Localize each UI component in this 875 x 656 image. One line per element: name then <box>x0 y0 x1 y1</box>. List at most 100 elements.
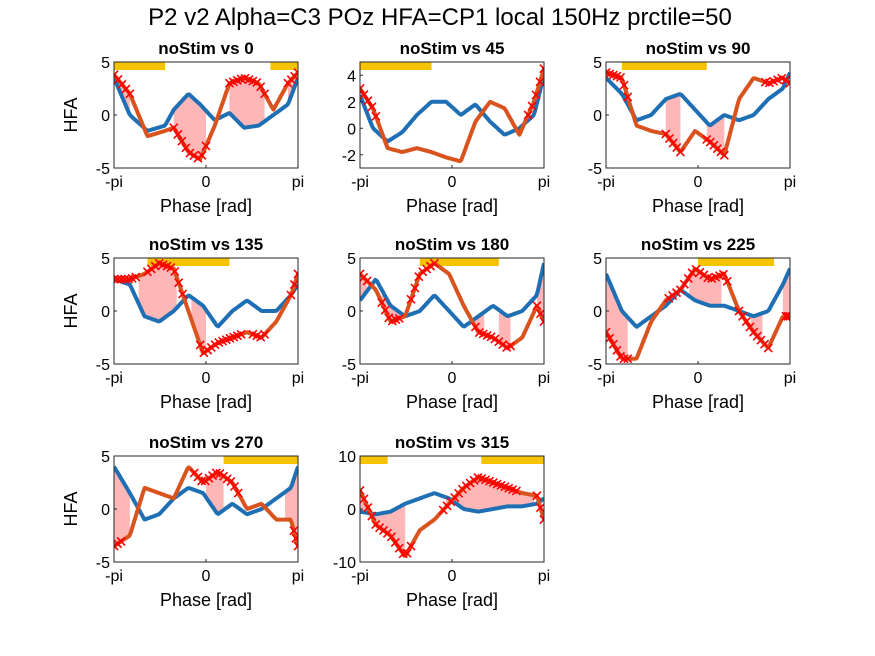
sig-marker <box>377 297 387 308</box>
x-tick-label: -pi <box>597 370 615 387</box>
subplot-1: -pi 0 pi -5 0 5 noStim vs 0 Phase [rad] HFA <box>61 39 304 216</box>
significance-bar <box>270 62 298 70</box>
y-tick-label: 5 <box>593 251 602 268</box>
y-axis-label: HFA <box>61 491 81 526</box>
subplot-3: -pi 0 pi -5 0 5 noStim vs 90 Phase [rad] <box>588 39 796 216</box>
sig-marker <box>226 476 236 487</box>
sig-marker <box>410 283 420 293</box>
x-tick-label: pi <box>538 370 550 387</box>
axes-box <box>113 455 299 563</box>
sig-marker <box>608 339 618 349</box>
sig-marker <box>675 285 685 295</box>
x-axis-label: Phase [rad] <box>406 392 498 412</box>
y-tick-label: 2 <box>347 95 356 112</box>
sig-marker <box>532 301 542 311</box>
sig-marker <box>738 311 748 321</box>
sig-marker <box>363 96 373 106</box>
sig-marker <box>173 129 183 139</box>
sig-marker <box>193 153 203 163</box>
series-line-1 <box>114 277 298 329</box>
subplot-title: noStim vs 315 <box>395 433 509 452</box>
sig-marker <box>523 110 533 120</box>
sig-marker <box>745 322 755 332</box>
significance-bar <box>481 456 544 464</box>
subplot-title: noStim vs 0 <box>158 39 253 58</box>
x-axis-label: Phase [rad] <box>160 590 252 610</box>
y-tick-label: 10 <box>338 449 356 466</box>
sig-marker <box>197 476 207 486</box>
y-tick-label: 5 <box>101 251 110 268</box>
x-tick-label: -pi <box>351 568 369 585</box>
x-tick-label: 0 <box>202 174 211 191</box>
sig-marker <box>535 77 544 87</box>
sig-marker <box>781 311 790 321</box>
x-tick-label: -pi <box>597 174 615 191</box>
sig-marker <box>362 276 372 286</box>
sig-marker <box>181 143 191 153</box>
series-line-2 <box>606 70 790 157</box>
x-tick-label: 0 <box>202 568 211 585</box>
significance-bar <box>147 258 230 266</box>
sig-marker <box>722 276 732 286</box>
x-tick-label: 0 <box>448 568 457 585</box>
x-tick-label: -pi <box>351 174 369 191</box>
sig-marker <box>535 503 544 513</box>
x-tick-label: 0 <box>448 370 457 387</box>
sig-marker <box>406 541 416 551</box>
sig-marker <box>535 309 544 319</box>
sig-marker <box>260 329 270 339</box>
x-axis-label: Phase [rad] <box>406 590 498 610</box>
subplot-title: noStim vs 270 <box>149 433 263 452</box>
x-axis-label: Phase [rad] <box>406 196 498 216</box>
y-tick-label: -5 <box>96 555 110 572</box>
shaded-region <box>782 268 790 317</box>
sig-marker <box>360 494 369 504</box>
sig-marker <box>371 111 381 121</box>
sig-marker <box>178 289 188 299</box>
y-tick-label: 5 <box>593 55 602 72</box>
sig-marker <box>289 279 298 290</box>
subplot-5: -pi 0 pi -5 0 5 noStim vs 180 Phase [rad] <box>342 235 550 412</box>
subplot-title: noStim vs 225 <box>641 235 755 254</box>
sig-marker <box>201 141 211 151</box>
x-tick-label: -pi <box>105 370 123 387</box>
x-tick-label: pi <box>292 370 304 387</box>
sig-marker <box>185 148 195 158</box>
series-line-1 <box>606 267 790 329</box>
sig-marker <box>131 272 141 282</box>
sig-marker <box>531 90 541 100</box>
sig-marker <box>256 82 266 92</box>
sig-marker <box>260 89 270 99</box>
sig-marker <box>675 147 685 157</box>
sig-marker <box>532 491 542 501</box>
sig-marker <box>718 269 728 279</box>
significance-bar <box>419 258 499 266</box>
sig-marker <box>506 341 516 351</box>
significance-bar <box>698 258 775 266</box>
shaded-region <box>173 94 206 160</box>
sig-marker <box>233 488 243 498</box>
sig-marker <box>229 481 240 492</box>
x-tick-label: 0 <box>694 370 703 387</box>
y-tick-label: 0 <box>347 502 356 519</box>
sig-marker <box>429 258 439 268</box>
subplot-title: noStim vs 180 <box>395 235 509 254</box>
sig-marker <box>783 311 790 321</box>
sig-marker <box>120 274 130 284</box>
x-tick-label: -pi <box>105 174 123 191</box>
plot-area <box>114 62 298 163</box>
x-axis-label: Phase [rad] <box>160 196 252 216</box>
significance-bar <box>114 62 166 70</box>
sig-marker <box>195 340 205 350</box>
sig-marker <box>402 548 412 558</box>
y-tick-label: -5 <box>96 161 110 178</box>
sig-marker <box>511 486 521 496</box>
y-tick-label: 0 <box>101 108 110 125</box>
plot-area <box>360 258 544 352</box>
sig-marker <box>606 333 615 343</box>
sig-marker <box>114 274 123 284</box>
subplot-2: -pi 0 pi -2 0 2 4 noStim vs 45 Phase [rad] <box>342 39 550 216</box>
significance-bar <box>223 456 298 464</box>
x-tick-label: pi <box>784 174 796 191</box>
